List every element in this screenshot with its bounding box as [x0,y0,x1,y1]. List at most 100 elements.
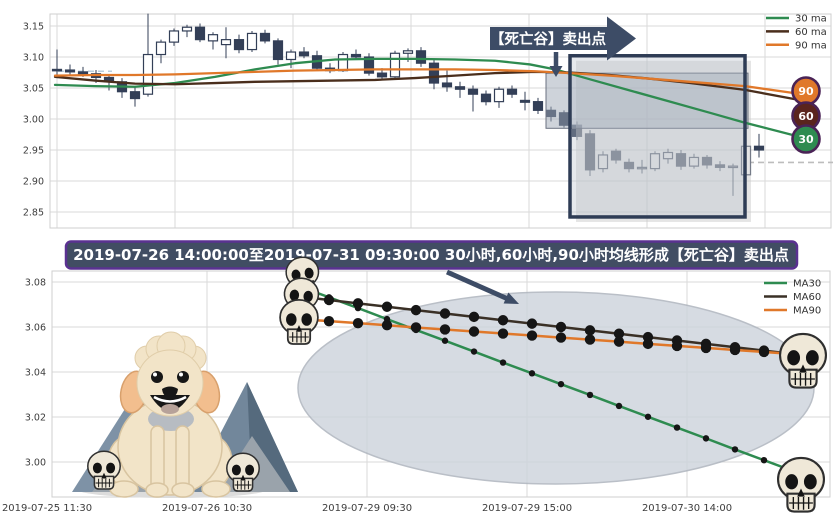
ma-dot [586,391,594,399]
ma-dot [700,342,712,354]
ma-dot [555,321,567,333]
candlestick [194,26,206,41]
ma-dot [528,370,536,377]
ma-dot [584,334,596,345]
candlestick [701,156,713,166]
ma-dot [497,328,509,339]
ma-dot [526,330,538,341]
ma-dot [497,315,509,326]
ma-badge [791,124,821,154]
ma-dot [410,304,422,316]
candlestick [363,56,375,74]
candlestick [493,88,505,103]
arrow-head [503,292,519,304]
x-tick-label: 2019-07-29 09:30 [322,503,412,514]
ma-badge-label: 30 [798,133,814,146]
candlestick [636,166,648,170]
candlestick [402,50,414,54]
ma-dot [615,402,623,410]
ma-dot [673,424,681,431]
death-valley-ellipse [297,291,815,485]
ma-dot [731,446,739,453]
candlestick [181,26,193,32]
ma-dot [613,336,625,347]
y-tick-label: 3.00 [23,115,44,126]
ma-badge-label: 60 [798,110,814,123]
candlestick [519,99,531,103]
y-tick-label: 3.10 [23,53,44,64]
skull-icon [279,299,319,345]
y-tick-label: 2.90 [23,177,44,188]
candlestick [649,153,661,170]
y-tick-label: 2.95 [23,146,44,157]
divider-title-group: 2019-07-26 14:00:00至2019-07-31 09:30:00 … [64,240,799,270]
ma-badge-label: 90 [798,85,814,98]
candlestick [506,88,518,95]
ma-dot [323,294,335,306]
candlestick [714,164,726,168]
legend-label: 30 ma [795,14,827,25]
ma-dot [555,332,567,343]
candlestick [64,69,76,73]
ma-line-90ma [53,68,800,95]
candlestick [298,51,310,57]
plot-border [51,270,831,498]
poodle-icon [107,331,233,498]
y-tick-label: 3.02 [25,413,46,424]
candlestick [584,133,596,171]
candlestick [753,145,765,151]
ma-dot [644,413,652,420]
divider-title-text: 2019-07-26 14:00:00至2019-07-31 09:30:00 … [73,246,789,264]
candlestick [246,32,258,51]
ma-dot [760,457,768,464]
legend-label: 90 ma [795,40,827,51]
top-candlestick-panel: 3.15 3.10 3.05 3.00 2.95 2.90 2.85 90 60 30 30 ma 6… [23,13,833,229]
divider-title-box [64,240,799,270]
ma-dot [613,328,625,339]
x-tick-label: 2019-07-26 10:30 [162,503,252,514]
legend-label: 60 ma [795,27,827,38]
banner-arrow-shape [490,16,636,61]
down-arrow-head [549,66,563,77]
ma-dot [468,326,480,337]
skull-icon [776,456,826,513]
ma-dot [468,311,480,323]
y-tick-label: 3.04 [25,368,46,379]
candlestick [350,53,362,58]
candlestick [207,34,219,42]
ma-dot [499,359,507,366]
ma-dot [410,322,422,333]
candlestick [389,52,401,78]
ma-dot [352,317,364,329]
candlestick [428,62,440,84]
ma-dot [584,325,596,336]
ma-dot [439,308,451,319]
annotation-arrow-icon [445,269,519,304]
death-valley-region-border [568,54,747,219]
candlestick [623,161,635,170]
candlestick [454,86,466,90]
ma-dot [671,340,683,352]
ma-dot [381,320,393,331]
y-tick-label: 3.15 [23,22,44,33]
legend-label: MA30 [793,279,821,290]
ma-dot [441,337,449,344]
candlestick [155,41,167,56]
arrow-shaft [445,269,510,302]
poodle-illustration [72,331,298,498]
candlestick [233,39,245,51]
candlestick [168,30,180,43]
candlestick [51,68,63,72]
candlestick [532,101,544,111]
death-valley-inner-region [545,72,749,129]
candlestick [441,82,453,88]
ma-dot [758,346,770,358]
death-valley-sell-annotation: 【死亡谷】卖出点 [490,16,636,77]
ma-dot [352,298,364,309]
y-tick-label: 2.85 [23,208,44,219]
legend-label: MA60 [793,292,821,303]
candlestick [597,154,609,170]
ma-line-MA30 [299,285,794,473]
